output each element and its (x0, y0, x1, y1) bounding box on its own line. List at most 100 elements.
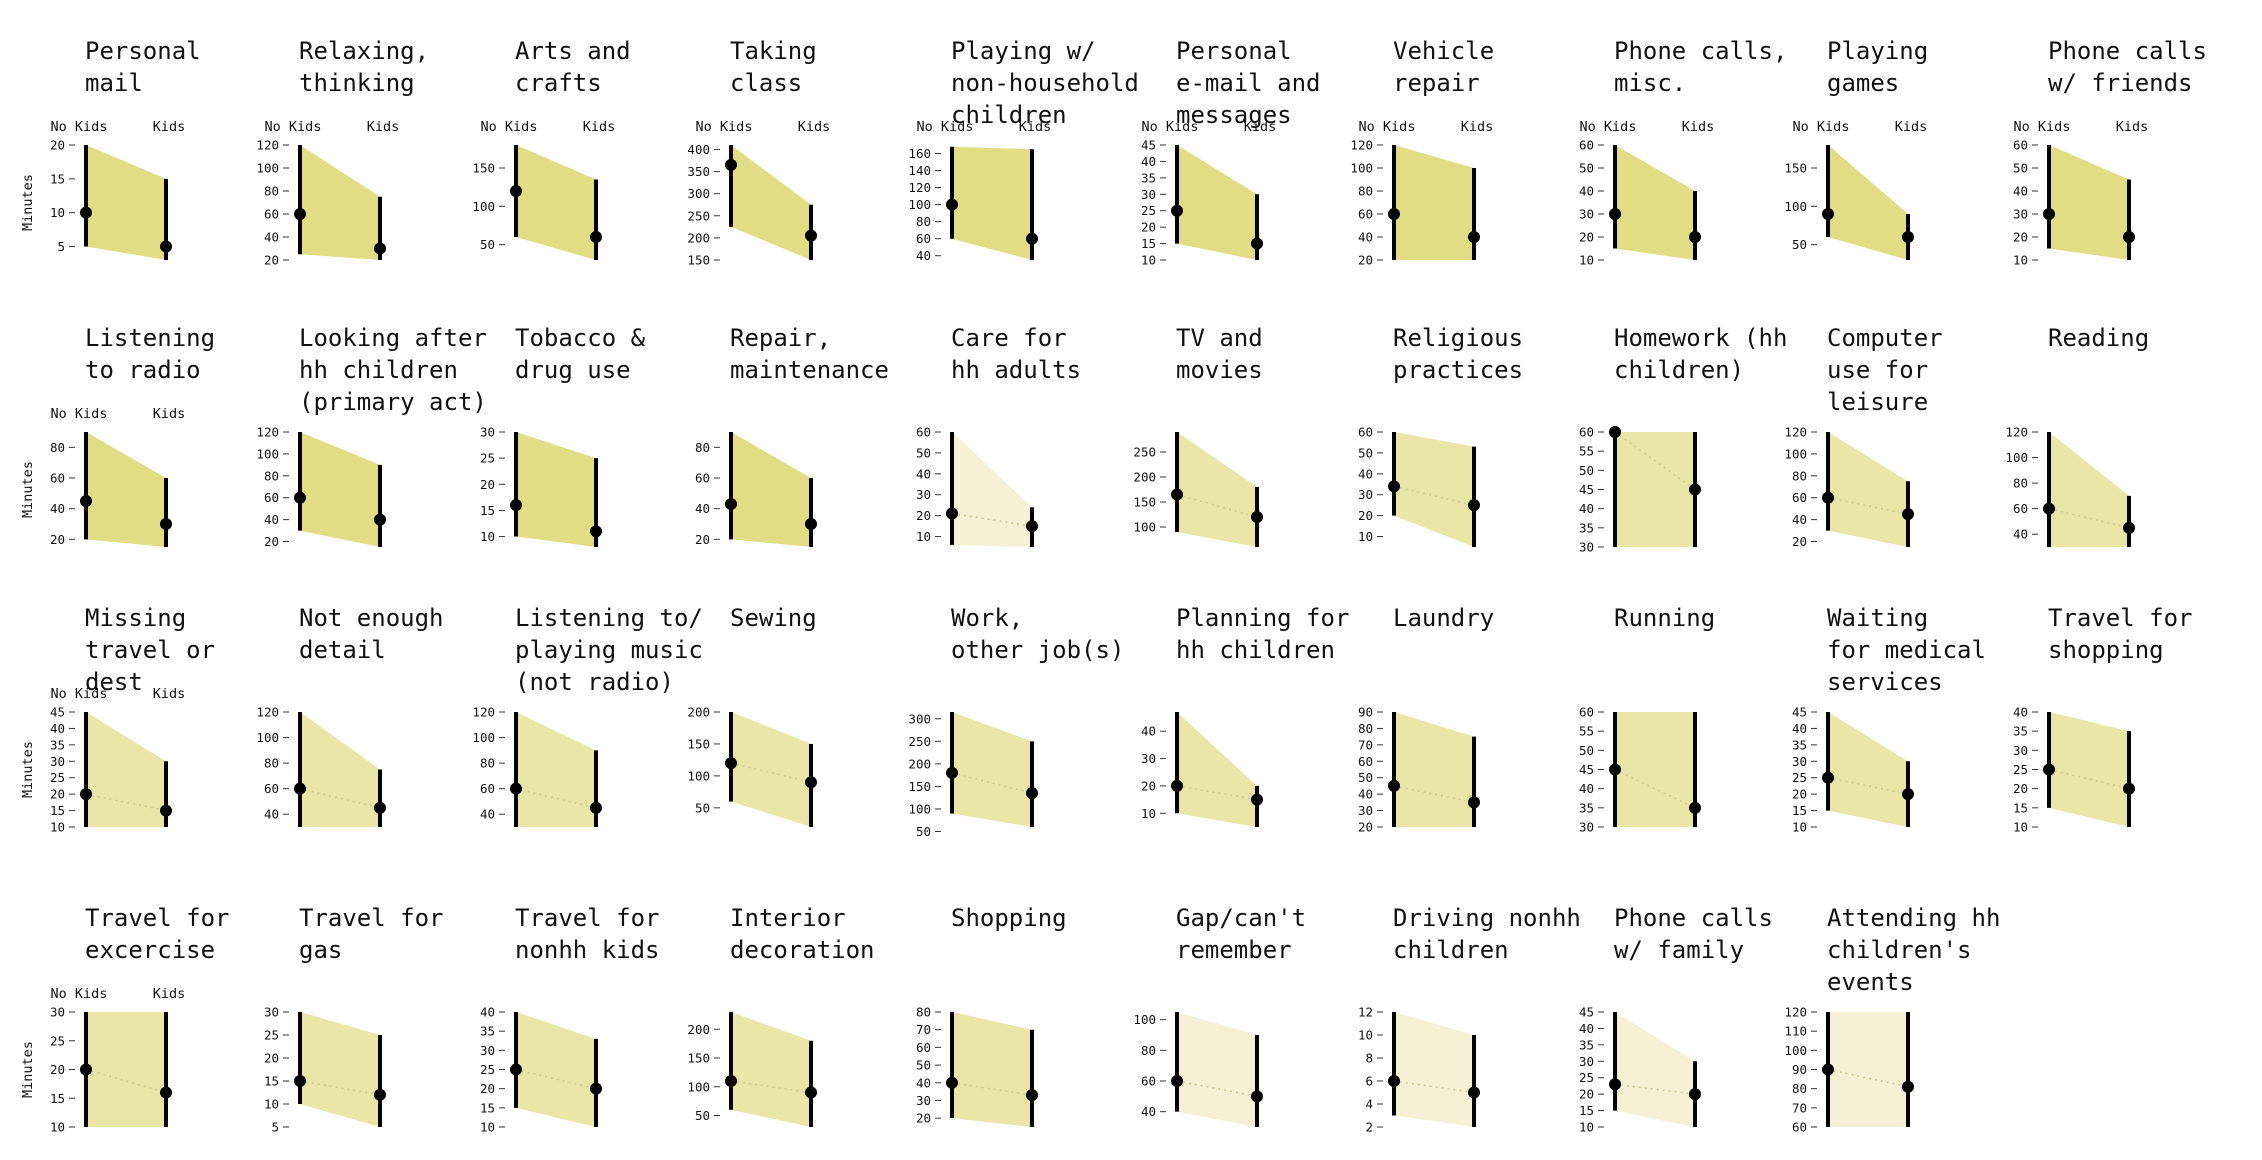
y-tick-label: 10 (50, 820, 65, 835)
y-tick-label: 20 (1141, 778, 1156, 793)
range-band (86, 432, 166, 547)
no-kids-median-point (1388, 779, 1400, 792)
no-kids-median-point (946, 507, 958, 520)
panel-title: messages (1176, 101, 1292, 129)
y-tick-label: 45 (1792, 705, 1807, 720)
range-band (1394, 145, 1474, 260)
y-tick-label: 120 (256, 705, 279, 720)
range-band (952, 1012, 1032, 1127)
panel-title: Attending hh (1827, 904, 2000, 932)
no-kids-median-point (1609, 763, 1621, 776)
no-kids-median-point (1822, 491, 1834, 504)
y-tick-label: 60 (1141, 1074, 1156, 1089)
no-kids-median-point (725, 1075, 737, 1087)
y-tick-label: 150 (1784, 161, 1807, 176)
y-tick-label: 80 (916, 214, 931, 229)
range-band (86, 145, 166, 260)
y-tick-label: 80 (1358, 721, 1373, 736)
no-kids-median-point (1609, 208, 1621, 220)
kids-median-point (1689, 1088, 1701, 1101)
median-connector (515, 787, 597, 809)
y-tick-label: 25 (264, 1028, 279, 1043)
column-label-kids: Kids (2116, 119, 2149, 135)
y-tick-label: 120 (256, 425, 279, 440)
y-tick-label: 120 (1784, 1005, 1807, 1020)
range-band (1394, 1012, 1474, 1127)
median-connector (299, 1080, 381, 1096)
no-kids-median-point (294, 1075, 306, 1087)
panel: Interior decoration 50 100 150 200 (687, 904, 875, 1127)
y-tick-label: 90 (1358, 705, 1373, 720)
no-kids-median-point (1171, 204, 1183, 217)
kids-median-point (1026, 787, 1038, 800)
y-tick-label: 40 (2013, 705, 2028, 720)
y-tick-label: 70 (916, 1022, 931, 1037)
panel-title: Phone calls, (1614, 37, 1787, 65)
y-tick-label: 150 (908, 779, 931, 794)
panel: Playing games No Kids Kids 50 100 150 (1784, 37, 1928, 260)
median-connector (951, 772, 1033, 794)
kids-median-point (374, 1088, 386, 1101)
panel-title: Planning for (1176, 604, 1349, 632)
panel-title: TV and (1176, 324, 1263, 352)
panel-title: hh adults (951, 356, 1081, 384)
y-tick-label: 100 (256, 446, 279, 461)
y-tick-label: 80 (50, 440, 65, 455)
panel: Tobacco & drug use 10 15 20 25 30 (480, 324, 646, 547)
y-tick-label: 35 (1579, 1037, 1594, 1052)
y-tick-label: 25 (480, 451, 495, 466)
no-kids-median-point (1171, 488, 1183, 501)
y-tick-label: 15 (1792, 803, 1807, 818)
panel: Computer use for leisure 20 40 60 80 100 120 (1784, 324, 1942, 549)
no-kids-median-point (1822, 771, 1834, 784)
no-kids-median-point (2043, 208, 2055, 220)
y-tick-label: 20 (1358, 253, 1373, 268)
panel-title: decoration (730, 936, 875, 964)
y-tick-label: 15 (480, 503, 495, 518)
y-tick-label: 40 (2013, 184, 2028, 199)
panel-title: (not radio) (515, 668, 674, 696)
kids-median-point (1902, 508, 1914, 521)
y-tick-label: 20 (480, 477, 495, 492)
y-tick-label: 25 (50, 770, 65, 785)
y-tick-label: 40 (480, 807, 495, 822)
no-kids-median-point (1171, 1075, 1183, 1087)
panel-title: maintenance (730, 356, 889, 384)
median-connector (1176, 1080, 1258, 1098)
panel: Sewing 50 100 150 200 (687, 604, 817, 827)
column-label-no-kids: No Kids (51, 986, 108, 1002)
panel-title: travel or (85, 636, 215, 664)
y-tick-label: 400 (687, 142, 710, 157)
y-tick-label: 40 (1579, 184, 1594, 199)
panel: Repair, maintenance 20 40 60 80 (695, 324, 889, 547)
median-connector (85, 793, 167, 812)
panel-title: crafts (515, 69, 602, 97)
y-tick-label: 100 (256, 730, 279, 745)
kids-median-point (1251, 237, 1263, 250)
y-tick-label: 50 (916, 445, 931, 460)
range-band (2049, 145, 2129, 260)
column-label-no-kids: No Kids (917, 119, 974, 135)
y-tick-label: 100 (1784, 199, 1807, 214)
y-tick-label: 100 (2005, 450, 2028, 465)
y-tick-label: 20 (2013, 230, 2028, 245)
column-label-kids: Kids (367, 119, 400, 135)
range-band (516, 145, 596, 260)
kids-median-point (374, 513, 386, 526)
panel-title: Travel for (299, 904, 444, 932)
y-tick-label: 30 (1358, 803, 1373, 818)
y-tick-label: 60 (1358, 207, 1373, 222)
y-tick-label: 35 (50, 737, 65, 752)
no-kids-median-point (510, 782, 522, 795)
y-tick-label: 100 (687, 768, 710, 783)
panel-title: children (951, 101, 1067, 129)
y-tick-label: 20 (1141, 220, 1156, 235)
y-tick-label: 15 (264, 1074, 279, 1089)
range-band (516, 432, 596, 547)
y-tick-label: 10 (1141, 806, 1156, 821)
panel: Care for hh adults 10 20 30 40 50 60 (916, 324, 1081, 547)
y-tick-label: 100 (687, 1079, 710, 1094)
panel-title: Personal (1176, 37, 1292, 65)
range-band (1394, 432, 1474, 547)
kids-median-point (2123, 521, 2135, 534)
